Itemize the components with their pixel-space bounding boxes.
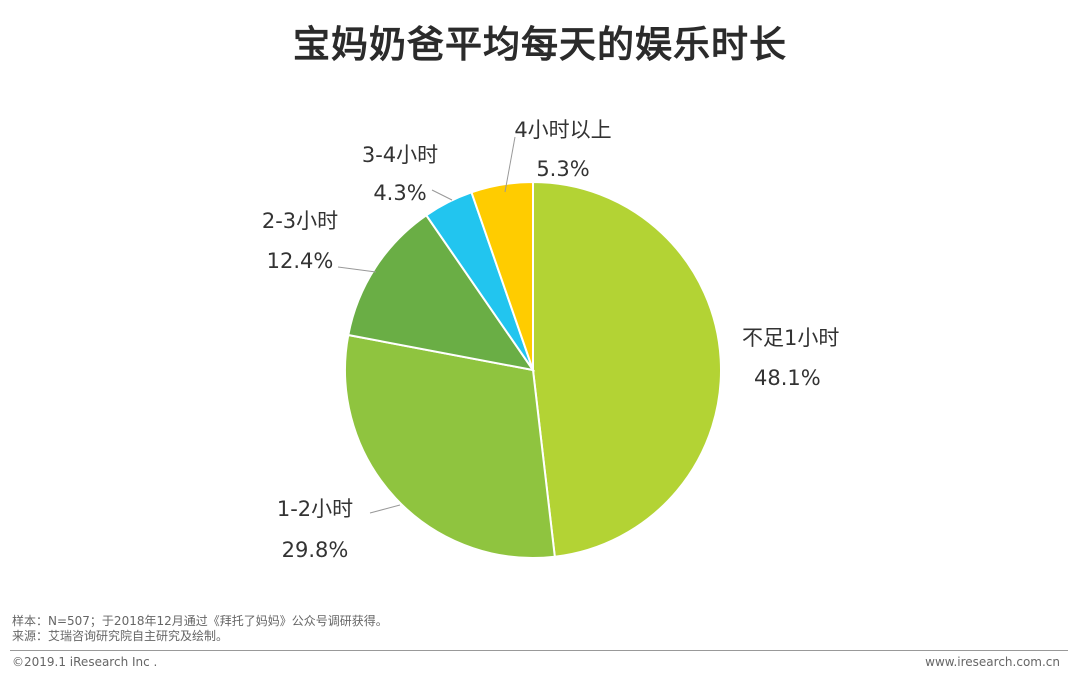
pie-slice	[344, 333, 556, 559]
footer-divider	[10, 650, 1068, 651]
pie-slice	[532, 180, 723, 558]
sample-note: 样本：N=507；于2018年12月通过《拜托了妈妈》公众号调研获得。	[12, 614, 388, 628]
slice-label: 3-4小时	[362, 143, 438, 167]
slice-label: 4小时以上	[514, 118, 611, 142]
leader-line	[504, 136, 516, 193]
chart-title: 宝妈奶爸平均每天的娱乐时长	[293, 23, 787, 66]
slice-label: 2-3小时	[262, 209, 338, 233]
slice-value-label: 5.3%	[536, 157, 589, 181]
slice-value-label: 29.8%	[282, 538, 349, 562]
pie-slice	[347, 213, 536, 372]
slice-value-label: 12.4%	[267, 249, 334, 273]
copyright: ©2019.1 iResearch Inc .	[12, 655, 158, 669]
slice-value-label: 4.3%	[373, 181, 426, 205]
leader-line	[369, 504, 401, 514]
source-note: 来源：艾瑞咨询研究院自主研究及绘制。	[12, 629, 229, 643]
leader-line	[431, 189, 453, 201]
footer-notes: 样本：N=507；于2018年12月通过《拜托了妈妈》公众号调研获得。 来源：艾…	[12, 614, 388, 644]
slice-label: 不足1小时	[742, 326, 839, 350]
pie-slice	[470, 180, 534, 371]
website-link[interactable]: www.iresearch.com.cn	[925, 655, 1060, 669]
leader-line	[337, 266, 377, 273]
slice-label: 1-2小时	[277, 497, 353, 521]
slice-value-label: 48.1%	[754, 366, 821, 390]
